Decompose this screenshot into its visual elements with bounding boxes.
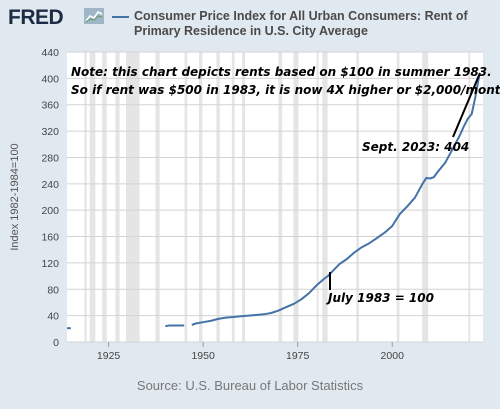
y-tick-label: 80 <box>47 284 59 296</box>
series-segment <box>191 75 481 326</box>
recession-band <box>242 52 246 342</box>
legend-line-swatch <box>112 16 129 18</box>
recession-band <box>184 52 188 342</box>
recession-band <box>278 52 283 342</box>
y-tick-label: 440 <box>41 47 59 59</box>
x-tick-label: 1975 <box>286 350 310 362</box>
y-tick-label: 160 <box>41 232 59 244</box>
recession-band <box>115 52 120 342</box>
base-year-label: July 1983 = 100 <box>326 291 434 305</box>
recession-band <box>89 52 96 342</box>
chart-title: Consumer Price Index for All Urban Consu… <box>134 9 468 38</box>
series-line <box>67 75 481 330</box>
y-tick-label: 320 <box>41 126 59 138</box>
recession-band <box>468 52 471 342</box>
y-tick-label: 240 <box>41 179 59 191</box>
x-tick-labels: 1925 1950 1975 2000 <box>97 342 404 362</box>
recession-band <box>293 52 299 342</box>
latest-value-label: Sept. 2023: 404 <box>362 140 469 154</box>
recession-band <box>316 52 319 342</box>
y-tick-label: 400 <box>41 73 59 85</box>
recession-band <box>396 52 400 342</box>
recession-band <box>231 52 235 342</box>
recession-band <box>356 52 359 342</box>
recession-band <box>198 52 203 342</box>
grid-lines <box>67 51 483 343</box>
y-axis-label: Index 1982-1984=100 <box>9 143 21 250</box>
x-tick-label: 1925 <box>97 350 121 362</box>
latest-value-pointer <box>452 72 481 138</box>
note-line-1: Note: this chart depicts rents based on … <box>71 65 492 79</box>
recession-band <box>422 52 429 342</box>
y-tick-label: 280 <box>41 152 59 164</box>
chart-header: FRED Consumer Price Index for All Urban … <box>0 0 500 44</box>
y-tick-label: 40 <box>47 311 59 323</box>
x-tick-label: 2000 <box>381 350 405 362</box>
note-line-2: So if rent was $500 in 1983, it is now 4… <box>71 83 500 97</box>
series-segment <box>165 324 185 328</box>
source-credit: Source: U.S. Bureau of Labor Statistics <box>136 378 364 393</box>
trend-graph-icon <box>84 8 104 24</box>
recession-band <box>322 52 328 342</box>
y-tick-label: 200 <box>41 205 59 217</box>
fred-logo[interactable]: FRED <box>8 6 64 29</box>
recession-band <box>155 52 160 342</box>
recession-band <box>216 52 220 342</box>
y-tick-label: 120 <box>41 258 59 270</box>
x-tick-label: 1950 <box>191 350 215 362</box>
y-tick-labels: 0 40 80 120 160 200 240 280 320 360 400 440 <box>41 47 59 349</box>
recession-band <box>102 52 107 342</box>
recession-bands <box>84 52 471 342</box>
recession-band <box>125 52 140 342</box>
recession-band <box>84 52 87 342</box>
y-tick-label: 360 <box>41 100 59 112</box>
y-tick-label: 0 <box>53 337 59 349</box>
